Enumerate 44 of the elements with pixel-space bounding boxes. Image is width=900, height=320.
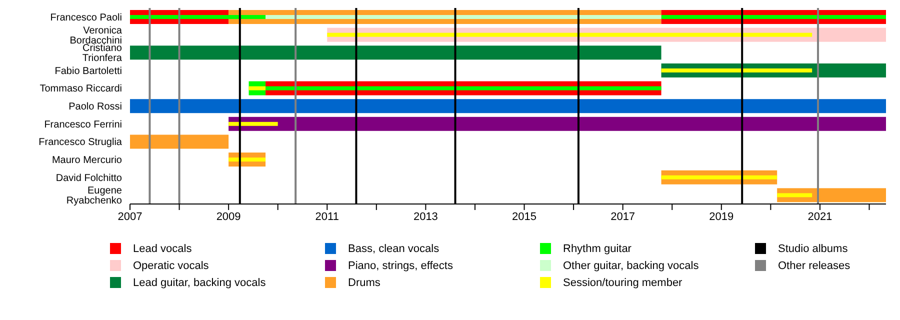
y-tick-label: David Folchitto <box>56 172 122 184</box>
legend-label: Piano, strings, effects <box>348 260 453 272</box>
y-tick-label: Francesco Paoli <box>50 12 122 24</box>
bar <box>661 68 812 72</box>
bar <box>130 99 886 114</box>
x-tick-label: 2011 <box>315 210 339 223</box>
y-tick-label: Eugene Ryabchenko <box>66 186 122 207</box>
x-tick-label: 2017 <box>610 210 636 223</box>
legend-label: Lead guitar, backing vocals <box>133 276 266 288</box>
bar <box>130 46 662 60</box>
bar <box>777 188 886 202</box>
legend-label: Other guitar, backing vocals <box>563 260 699 272</box>
legend-label: Studio albums <box>778 242 848 254</box>
legend-label: Lead vocals <box>133 242 192 254</box>
y-tick-label: Francesco Ferrini <box>44 119 122 130</box>
y-tick-label: Cristiano Trionfera <box>82 43 122 64</box>
y-tick-label: Mauro Mercurio <box>52 155 122 166</box>
x-tick-label: 2007 <box>118 210 142 223</box>
legend-label: Bass, clean vocals <box>348 242 440 254</box>
bar <box>327 32 812 37</box>
bar <box>228 116 886 131</box>
y-tick-label: Tommaso Riccardi <box>40 84 122 95</box>
x-tick-label: 2021 <box>808 210 832 223</box>
y-tick-label: Fabio Bartoletti <box>54 66 122 77</box>
legend-label: Drums <box>348 276 380 288</box>
legend-label: Other releases <box>778 260 850 272</box>
bar <box>130 134 229 149</box>
bar <box>661 15 886 19</box>
legend-label: Operatic vocals <box>133 260 209 272</box>
bar <box>266 15 662 19</box>
bar <box>248 86 266 90</box>
y-tick-label: Francesco Struglia <box>38 137 122 148</box>
bar <box>228 122 278 126</box>
bar <box>228 158 266 162</box>
x-tick-label: 2009 <box>216 210 241 223</box>
x-tick-label: 2013 <box>413 210 438 223</box>
y-tick-label: Paolo Rossi <box>68 102 122 113</box>
bar <box>661 175 778 180</box>
bar <box>266 86 662 90</box>
x-tick-label: 2019 <box>709 210 734 223</box>
legend-label: Rhythm guitar <box>563 242 632 254</box>
bar <box>777 193 812 198</box>
legend-label: Session/touring member <box>563 276 682 288</box>
x-tick-label: 2015 <box>512 210 537 223</box>
